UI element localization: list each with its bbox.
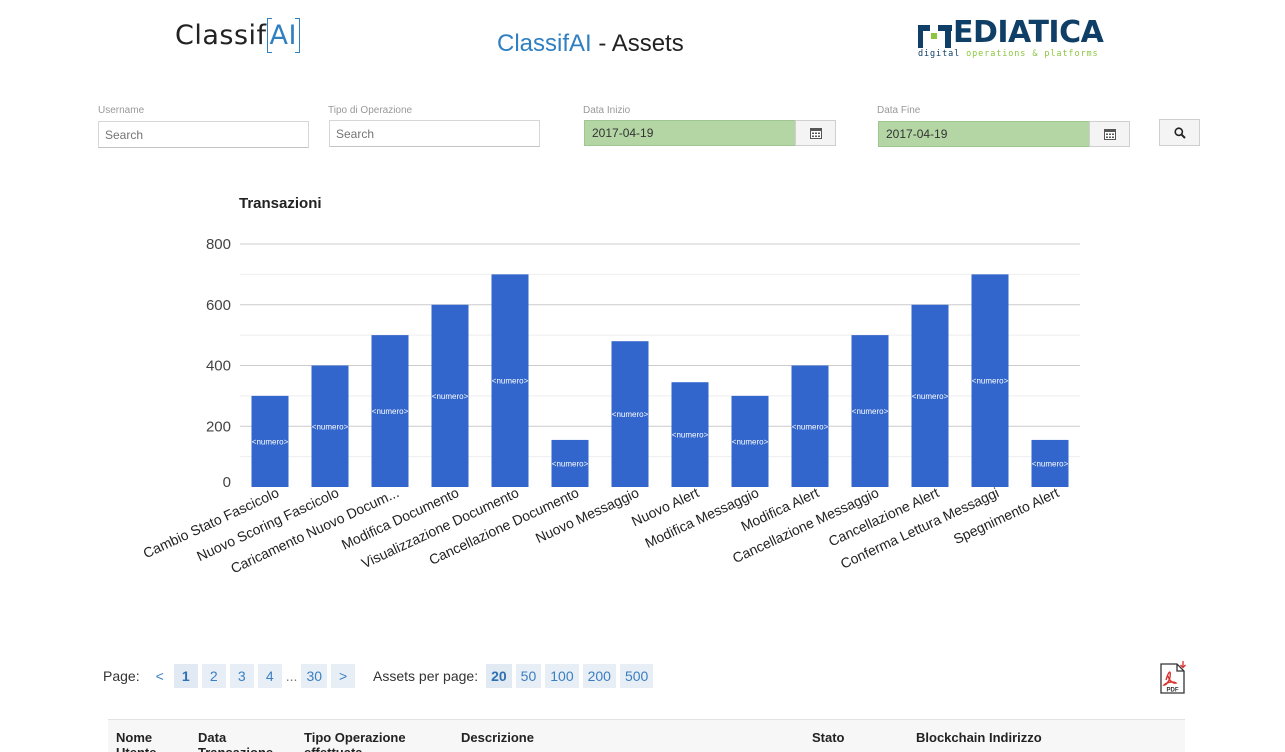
bar <box>911 304 949 487</box>
bar <box>851 335 889 487</box>
data-inizio-label: Data Inizio <box>583 105 631 116</box>
data-inizio-field[interactable]: 2017-04-19 <box>584 120 796 146</box>
y-tick-label: 600 <box>206 297 231 314</box>
page-4-button[interactable]: 4 <box>257 664 282 688</box>
mediatica-mark-icon <box>918 23 952 48</box>
page-1-button[interactable]: 1 <box>173 664 198 688</box>
bar <box>491 274 529 487</box>
chart-title: Transazioni <box>239 195 322 212</box>
bar-data-label: <numero> <box>552 459 589 468</box>
page-label: Page: <box>103 668 140 684</box>
page-title-rest: - Assets <box>591 30 684 57</box>
bar-data-label: <numero> <box>612 410 649 419</box>
next-page-button[interactable]: > <box>331 664 356 688</box>
tipo-operazione-label: Tipo di Operazione <box>328 105 413 116</box>
prev-page-button[interactable]: < <box>155 668 164 684</box>
bar-data-label: <numero> <box>252 437 289 446</box>
column-header-descrizione[interactable]: Descrizione <box>461 730 534 745</box>
bar <box>431 304 469 487</box>
per-page-500-button[interactable]: 500 <box>619 664 654 688</box>
per-page-50-button[interactable]: 50 <box>515 664 542 688</box>
x-tick-label: Nuovo Messaggio <box>533 484 642 546</box>
page-title: ClassifAI - Assets <box>497 30 684 58</box>
bar <box>671 382 709 487</box>
tipo-operazione-search-input[interactable] <box>329 120 540 147</box>
pagination-ellipsis: ... <box>285 668 298 684</box>
pagination: Page: < 1 2 3 4 ... 30 > Assets per page… <box>103 664 657 688</box>
data-fine-calendar-button[interactable] <box>1089 121 1130 147</box>
search-icon <box>1173 126 1186 139</box>
pdf-icon[interactable]: PDF <box>1158 660 1188 696</box>
username-search-input[interactable] <box>98 121 309 148</box>
bar-data-label: <numero> <box>372 407 409 416</box>
classifai-logo-ai: AI <box>267 20 300 51</box>
column-header-nome-utente[interactable]: Nome Utente <box>116 730 156 752</box>
bar-data-label: <numero> <box>972 377 1009 386</box>
assets-table-header: Nome Utente Data Transazione Tipo Operaz… <box>108 719 1185 752</box>
page-2-button[interactable]: 2 <box>201 664 226 688</box>
bar-data-label: <numero> <box>792 422 829 431</box>
y-tick-label: 400 <box>206 358 231 375</box>
column-header-tipo-operazione[interactable]: Tipo Operazione effettuata <box>304 730 406 752</box>
bar <box>791 365 829 487</box>
data-fine-field[interactable]: 2017-04-19 <box>878 121 1090 147</box>
bar-data-label: <numero> <box>732 437 769 446</box>
mediatica-logo-text: EDIATICA <box>953 15 1104 50</box>
mediatica-logo: EDIATICA digital operations & platforms <box>918 15 1104 59</box>
bar-data-label: <numero> <box>1032 459 1069 468</box>
page-3-button[interactable]: 3 <box>229 664 254 688</box>
username-label: Username <box>98 105 145 116</box>
bar <box>971 274 1009 487</box>
classifai-logo: Classif AI <box>175 20 300 51</box>
bar <box>1031 439 1069 487</box>
search-button[interactable] <box>1159 119 1200 146</box>
bar-data-label: <numero> <box>492 377 529 386</box>
calendar-icon <box>809 127 822 139</box>
column-header-data-transazione[interactable]: Data Transazione <box>198 730 273 752</box>
data-fine-label: Data Fine <box>877 105 921 116</box>
per-page-20-button[interactable]: 20 <box>486 664 512 688</box>
bar <box>551 439 589 487</box>
bar <box>311 365 349 487</box>
bar-data-label: <numero> <box>672 431 709 440</box>
y-tick-label: 200 <box>206 418 231 435</box>
y-tick-label: 0 <box>223 474 231 491</box>
page-30-button[interactable]: 30 <box>301 664 328 688</box>
bar <box>371 335 409 487</box>
bar-data-label: <numero> <box>912 392 949 401</box>
column-header-blockchain-indirizzo[interactable]: Blockchain Indirizzo <box>916 730 1042 745</box>
svg-text:PDF: PDF <box>1167 688 1179 694</box>
bar <box>251 395 289 487</box>
page-title-brand: ClassifAI <box>497 30 592 57</box>
data-inizio-calendar-button[interactable] <box>795 120 836 146</box>
bar-data-label: <numero> <box>432 392 469 401</box>
column-header-stato[interactable]: Stato <box>812 730 845 745</box>
calendar-icon <box>1103 128 1116 140</box>
x-tick-label: Spegnimento Alert <box>951 484 1062 547</box>
bar <box>611 341 649 487</box>
per-page-100-button[interactable]: 100 <box>545 664 579 688</box>
bar-data-label: <numero> <box>312 422 349 431</box>
classifai-logo-text: Classif <box>175 20 267 51</box>
bar <box>731 395 769 487</box>
per-page-label: Assets per page: <box>373 668 479 684</box>
bar-data-label: <numero> <box>852 407 889 416</box>
per-page-200-button[interactable]: 200 <box>582 664 616 688</box>
mediatica-tagline: digital operations & platforms <box>918 49 1099 59</box>
y-tick-label: 800 <box>206 236 231 253</box>
